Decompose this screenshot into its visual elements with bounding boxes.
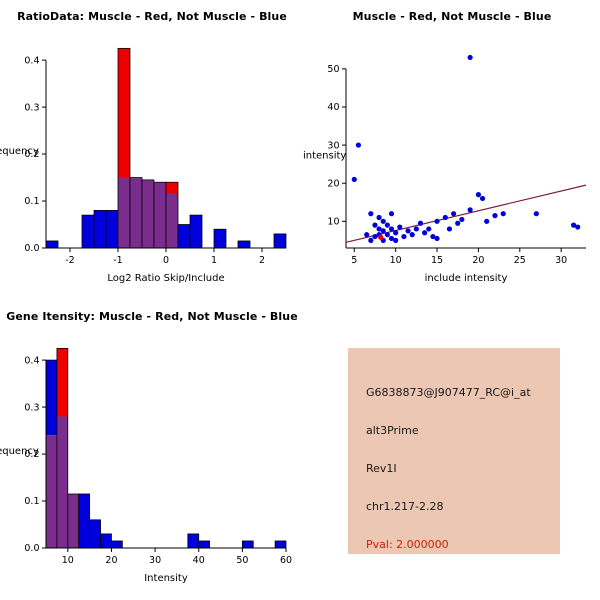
panel-gene-info: G6838873@J907477_RC@i_at alt3Prime Rev1I… [300,300,600,600]
strand-text: Rev1I [366,462,397,475]
svg-text:5: 5 [351,255,357,266]
svg-text:40: 40 [327,102,339,113]
svg-text:-2: -2 [65,255,74,266]
svg-text:10: 10 [327,217,339,228]
svg-text:10: 10 [62,555,74,566]
splice-type-text: alt3Prime [366,424,419,437]
svg-text:0.2: 0.2 [24,449,39,460]
svg-text:20: 20 [105,555,117,566]
svg-text:2: 2 [259,255,265,266]
svg-text:0.2: 0.2 [24,149,39,160]
panel-intensity-scatter: Muscle - Red, Not Muscle - Blue 5 10 15 20 2… [300,0,600,300]
svg-text:0.3: 0.3 [24,402,39,413]
svg-text:Frequency: Frequency [0,446,39,457]
gene-intensity-histogram: 10 20 30 40 50 60 0.0 0.1 0.2 0.3 0.4 Intensity Freq… [0,347,292,584]
svg-text:skip intensity: skip intensity [300,150,346,161]
svg-text:0.1: 0.1 [24,196,39,207]
svg-text:include intensity: include intensity [425,273,508,284]
svg-text:50: 50 [236,555,248,566]
svg-text:30: 30 [149,555,161,566]
svg-text:0.0: 0.0 [24,543,39,554]
svg-text:1: 1 [211,255,217,266]
intensity-scatterplot: 5 10 15 20 25 30 10 20 30 40 50 include intensity sk… [300,54,587,284]
svg-text:25: 25 [514,255,526,266]
svg-text:0.4: 0.4 [24,355,39,366]
ratio-histogram-title: RatioData: Muscle - Red, Not Muscle - Bl… [17,10,287,23]
svg-text:40: 40 [193,555,205,566]
svg-text:50: 50 [327,64,339,75]
info-box: G6838873@J907477_RC@i_at alt3Prime Rev1I… [348,348,560,554]
svg-text:0.4: 0.4 [24,55,39,66]
svg-text:20: 20 [327,178,339,189]
genomic-location-text: chr1.217-2.28 [366,500,444,513]
svg-text:-1: -1 [113,255,122,266]
svg-text:20: 20 [472,255,484,266]
svg-text:Intensity: Intensity [144,573,188,584]
svg-text:0: 0 [163,255,169,266]
pval-text: Pval: 2.000000 [366,538,449,551]
svg-text:Log2 Ratio Skip/Include: Log2 Ratio Skip/Include [107,273,224,284]
panel-ratio-histogram: RatioData: Muscle - Red, Not Muscle - Bl… [0,0,300,300]
svg-text:60: 60 [280,555,292,566]
intensity-scatter-title: Muscle - Red, Not Muscle - Blue [352,10,552,23]
ratio-histogram: -2 -1 0 1 2 0.0 0.1 0.2 0.3 0.4 Log2 Ratio Skip/In… [0,47,287,284]
svg-text:0.1: 0.1 [24,496,39,507]
svg-text:30: 30 [327,140,339,151]
gene-intensity-histogram-title: Gene Itensity: Muscle - Red, Not Muscle … [6,310,298,323]
svg-text:0.0: 0.0 [24,243,39,254]
svg-text:0.3: 0.3 [24,102,39,113]
svg-text:10: 10 [390,255,402,266]
probe-id-text: G6838873@J907477_RC@i_at [366,386,531,399]
svg-text:Frequency: Frequency [0,146,39,157]
panel-gene-intensity-histogram: Gene Itensity: Muscle - Red, Not Muscle … [0,300,300,600]
svg-text:30: 30 [555,255,567,266]
svg-text:15: 15 [431,255,443,266]
